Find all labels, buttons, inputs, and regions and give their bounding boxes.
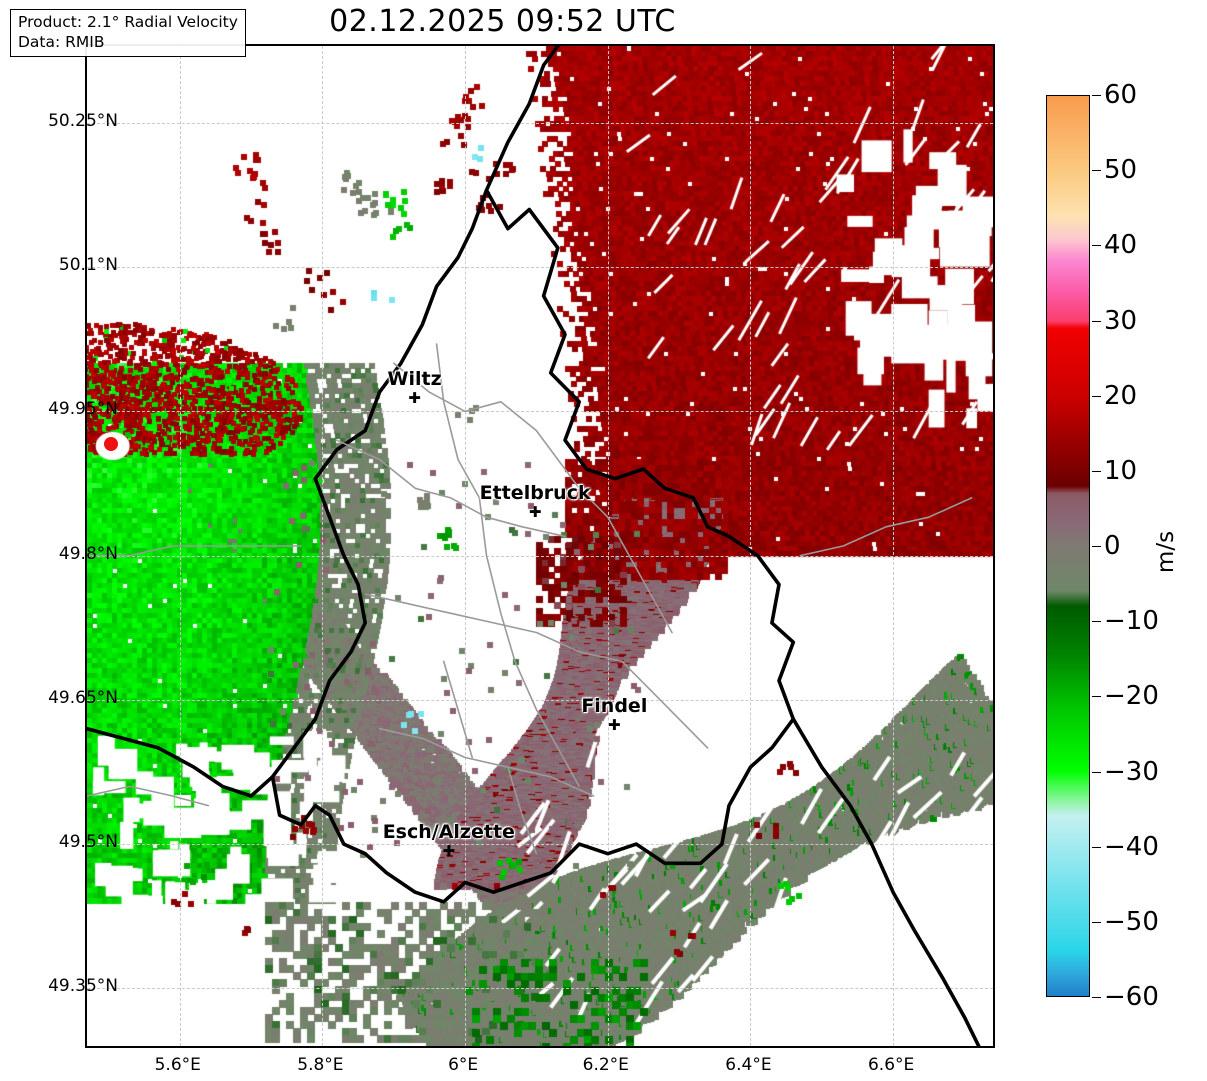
colorbar-tick-label: 20 bbox=[1104, 380, 1138, 411]
radar-plot-area[interactable] bbox=[85, 44, 995, 1048]
colorbar-tick-mark bbox=[1092, 395, 1101, 397]
y-axis-tick-label: 49.95°N bbox=[48, 399, 118, 420]
y-axis-tick-label: 49.35°N bbox=[48, 976, 118, 997]
info-product-line: Product: 2.1° Radial Velocity bbox=[18, 13, 238, 31]
colorbar-tick-label: −30 bbox=[1104, 756, 1159, 787]
x-axis-tick-label: 5.6°E bbox=[154, 1055, 201, 1075]
info-data-line: Data: RMIB bbox=[18, 32, 105, 51]
colorbar-tick-mark bbox=[1092, 245, 1101, 247]
y-axis-tick-label: 49.65°N bbox=[48, 687, 118, 708]
colorbar-tick-label: 10 bbox=[1104, 455, 1138, 486]
colorbar-tick-mark bbox=[1092, 470, 1101, 472]
colorbar-tick-mark bbox=[1092, 320, 1101, 322]
colorbar-tick-mark bbox=[1092, 921, 1101, 923]
y-axis-tick-label: 49.5°N bbox=[58, 832, 118, 853]
colorbar-tick-label: −60 bbox=[1104, 982, 1159, 1012]
colorbar-tick-label: 50 bbox=[1104, 155, 1138, 186]
x-axis-tick-label: 6.4°E bbox=[725, 1055, 772, 1075]
gridline-vertical bbox=[322, 46, 324, 1046]
gridline-vertical bbox=[179, 46, 181, 1046]
gridline-horizontal bbox=[87, 411, 993, 413]
x-axis-tick-label: 6.6°E bbox=[867, 1055, 915, 1075]
radar-site-marker-icon bbox=[99, 433, 122, 455]
x-axis-tick-label: 6°E bbox=[448, 1055, 479, 1075]
colorbar-gradient bbox=[1047, 96, 1089, 996]
colorbar-unit-label: m/s bbox=[1153, 530, 1179, 574]
colorbar-tick-label: −40 bbox=[1104, 831, 1159, 862]
gridline-vertical bbox=[465, 46, 467, 1046]
gridline-vertical bbox=[750, 46, 752, 1046]
y-axis-tick-label: 50.25°N bbox=[48, 110, 118, 131]
colorbar-tick-label: −20 bbox=[1104, 681, 1159, 712]
colorbar-tick-mark bbox=[1092, 170, 1101, 172]
gridline-vertical bbox=[893, 46, 895, 1046]
colorbar-tick-label: 0 bbox=[1104, 531, 1121, 561]
colorbar-tick-mark bbox=[1092, 621, 1101, 623]
x-axis-tick-label: 5.8°E bbox=[297, 1055, 344, 1075]
colorbar-tick-label: 60 bbox=[1104, 80, 1138, 110]
y-axis-tick-label: 49.8°N bbox=[58, 543, 118, 564]
gridline-horizontal bbox=[87, 988, 993, 990]
colorbar-tick-mark bbox=[1092, 546, 1101, 547]
colorbar-tick-mark bbox=[1092, 696, 1101, 698]
gridline-horizontal bbox=[87, 844, 993, 846]
colorbar-tick-label: −10 bbox=[1104, 606, 1159, 637]
colorbar-tick-mark bbox=[1092, 95, 1101, 96]
radar-velocity-field bbox=[87, 46, 993, 1046]
colorbar-tick-mark bbox=[1092, 997, 1101, 998]
colorbar[interactable] bbox=[1046, 95, 1090, 997]
gridline-vertical bbox=[607, 46, 609, 1046]
gridline-horizontal bbox=[87, 699, 993, 701]
info-box: Product: 2.1° Radial Velocity Data: RMIB bbox=[10, 9, 246, 58]
colorbar-tick-label: 30 bbox=[1104, 305, 1138, 336]
page-title: 02.12.2025 09:52 UTC bbox=[329, 4, 676, 39]
colorbar-tick-label: −50 bbox=[1104, 906, 1159, 937]
gridline-horizontal bbox=[87, 555, 993, 557]
colorbar-tick-label: 40 bbox=[1104, 230, 1138, 261]
gridline-horizontal bbox=[87, 267, 993, 269]
gridline-horizontal bbox=[87, 122, 993, 124]
x-axis-tick-label: 6.2°E bbox=[582, 1055, 629, 1075]
y-axis-tick-label: 50.1°N bbox=[58, 255, 118, 276]
colorbar-tick-mark bbox=[1092, 771, 1101, 773]
colorbar-tick-mark bbox=[1092, 846, 1101, 848]
